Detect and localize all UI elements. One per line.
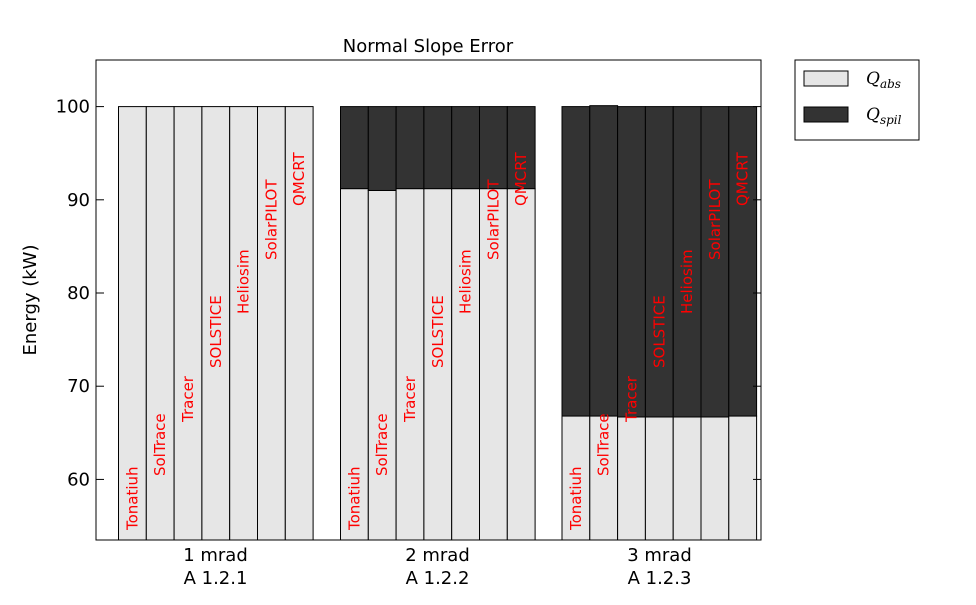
legend-label-base: Q: [866, 69, 880, 89]
group-label-condition: 1 mrad: [183, 545, 248, 566]
bar-q-spil: [728, 106, 758, 417]
bars-layer: [118, 105, 758, 541]
bar-q-abs: [257, 106, 286, 541]
bar-label: SOLSTICE: [207, 295, 225, 368]
bar-q-abs: [479, 188, 508, 541]
bar-q-abs: [451, 188, 481, 541]
legend-label: Qabs: [866, 69, 901, 91]
bar-q-spil: [506, 106, 536, 190]
bar-q-abs: [644, 416, 674, 541]
bar-label: Tonatiuh: [567, 466, 585, 531]
bar-label: Tracer: [401, 375, 419, 423]
bar-q-abs: [672, 416, 702, 541]
bar-label: SolarPILOT: [262, 179, 280, 260]
bar-label: QMCRT: [290, 151, 308, 206]
bar-label: SolTrace: [595, 413, 613, 476]
bar-label: SolTrace: [373, 413, 391, 476]
bar-q-spil: [423, 106, 453, 190]
bar-q-abs: [173, 106, 203, 541]
y-tick-label: 90: [67, 190, 90, 211]
bar-label: Heliosim: [457, 249, 475, 314]
bar-q-abs: [118, 106, 147, 541]
bar-q-abs: [395, 188, 425, 541]
bar-label: QMCRT: [512, 151, 530, 206]
bar-label: Tracer: [623, 375, 641, 423]
bar-label: SOLSTICE: [429, 295, 447, 368]
bar-label: SolarPILOT: [484, 179, 502, 260]
bar-q-spil: [672, 106, 702, 418]
bar-q-abs: [145, 106, 175, 541]
bar-label: Tonatiuh: [123, 466, 141, 531]
y-tick-label: 100: [56, 97, 90, 118]
bar-label: SOLSTICE: [650, 295, 668, 368]
bar-q-spil: [561, 106, 591, 417]
group-label-case: A 1.2.3: [628, 568, 692, 589]
legend-label-base: Q: [866, 105, 880, 125]
y-ticks: 60 70 80 90 100: [56, 97, 761, 490]
bar-label: SolarPILOT: [706, 179, 724, 260]
group-label-case: A 1.2.2: [406, 568, 470, 589]
bar-q-abs: [367, 189, 397, 541]
bar-q-abs: [506, 188, 536, 541]
bar-q-spil: [395, 106, 425, 190]
y-tick-label: 80: [67, 283, 90, 304]
bar-label: Tracer: [179, 375, 197, 423]
legend-label: Qspil: [866, 105, 902, 127]
group-label-condition: 2 mrad: [405, 545, 470, 566]
bar-label: QMCRT: [734, 151, 752, 206]
bar-q-abs: [340, 188, 369, 541]
bar-q-abs: [728, 415, 758, 541]
legend-swatch: [803, 70, 849, 87]
bar-labels-layer: Tonatiuh SolTrace Tracer SOLSTICE Heliosim So…: [123, 151, 751, 531]
legend-swatch: [803, 106, 849, 123]
bar-q-spil: [367, 106, 397, 191]
legend-label-subscript: spil: [880, 113, 902, 127]
bar-q-spil: [617, 106, 646, 418]
bar-q-spil: [479, 106, 508, 190]
bar-q-spil: [700, 106, 730, 418]
bar-q-abs: [617, 416, 646, 541]
y-tick-label: 70: [67, 376, 90, 397]
bar-q-spil: [644, 106, 674, 418]
group-label-case: A 1.2.1: [184, 568, 248, 589]
y-tick-label: 60: [67, 469, 90, 490]
bar-q-spil: [589, 105, 619, 417]
bar-label: Tonatiuh: [345, 466, 363, 531]
bar-label: Heliosim: [235, 249, 253, 314]
group-label-condition: 3 mrad: [627, 545, 692, 566]
bar-label: Heliosim: [678, 249, 696, 314]
chart-title: Normal Slope Error: [343, 36, 514, 57]
bar-q-abs: [229, 106, 258, 541]
bar-q-spil: [340, 106, 369, 190]
bar-label: SolTrace: [151, 413, 169, 476]
bar-q-spil: [451, 106, 481, 190]
bar-q-abs: [700, 416, 730, 541]
y-axis-label: Energy (kW): [20, 244, 41, 355]
plot-frame: [95, 59, 762, 541]
legend-label-subscript: abs: [880, 77, 901, 91]
